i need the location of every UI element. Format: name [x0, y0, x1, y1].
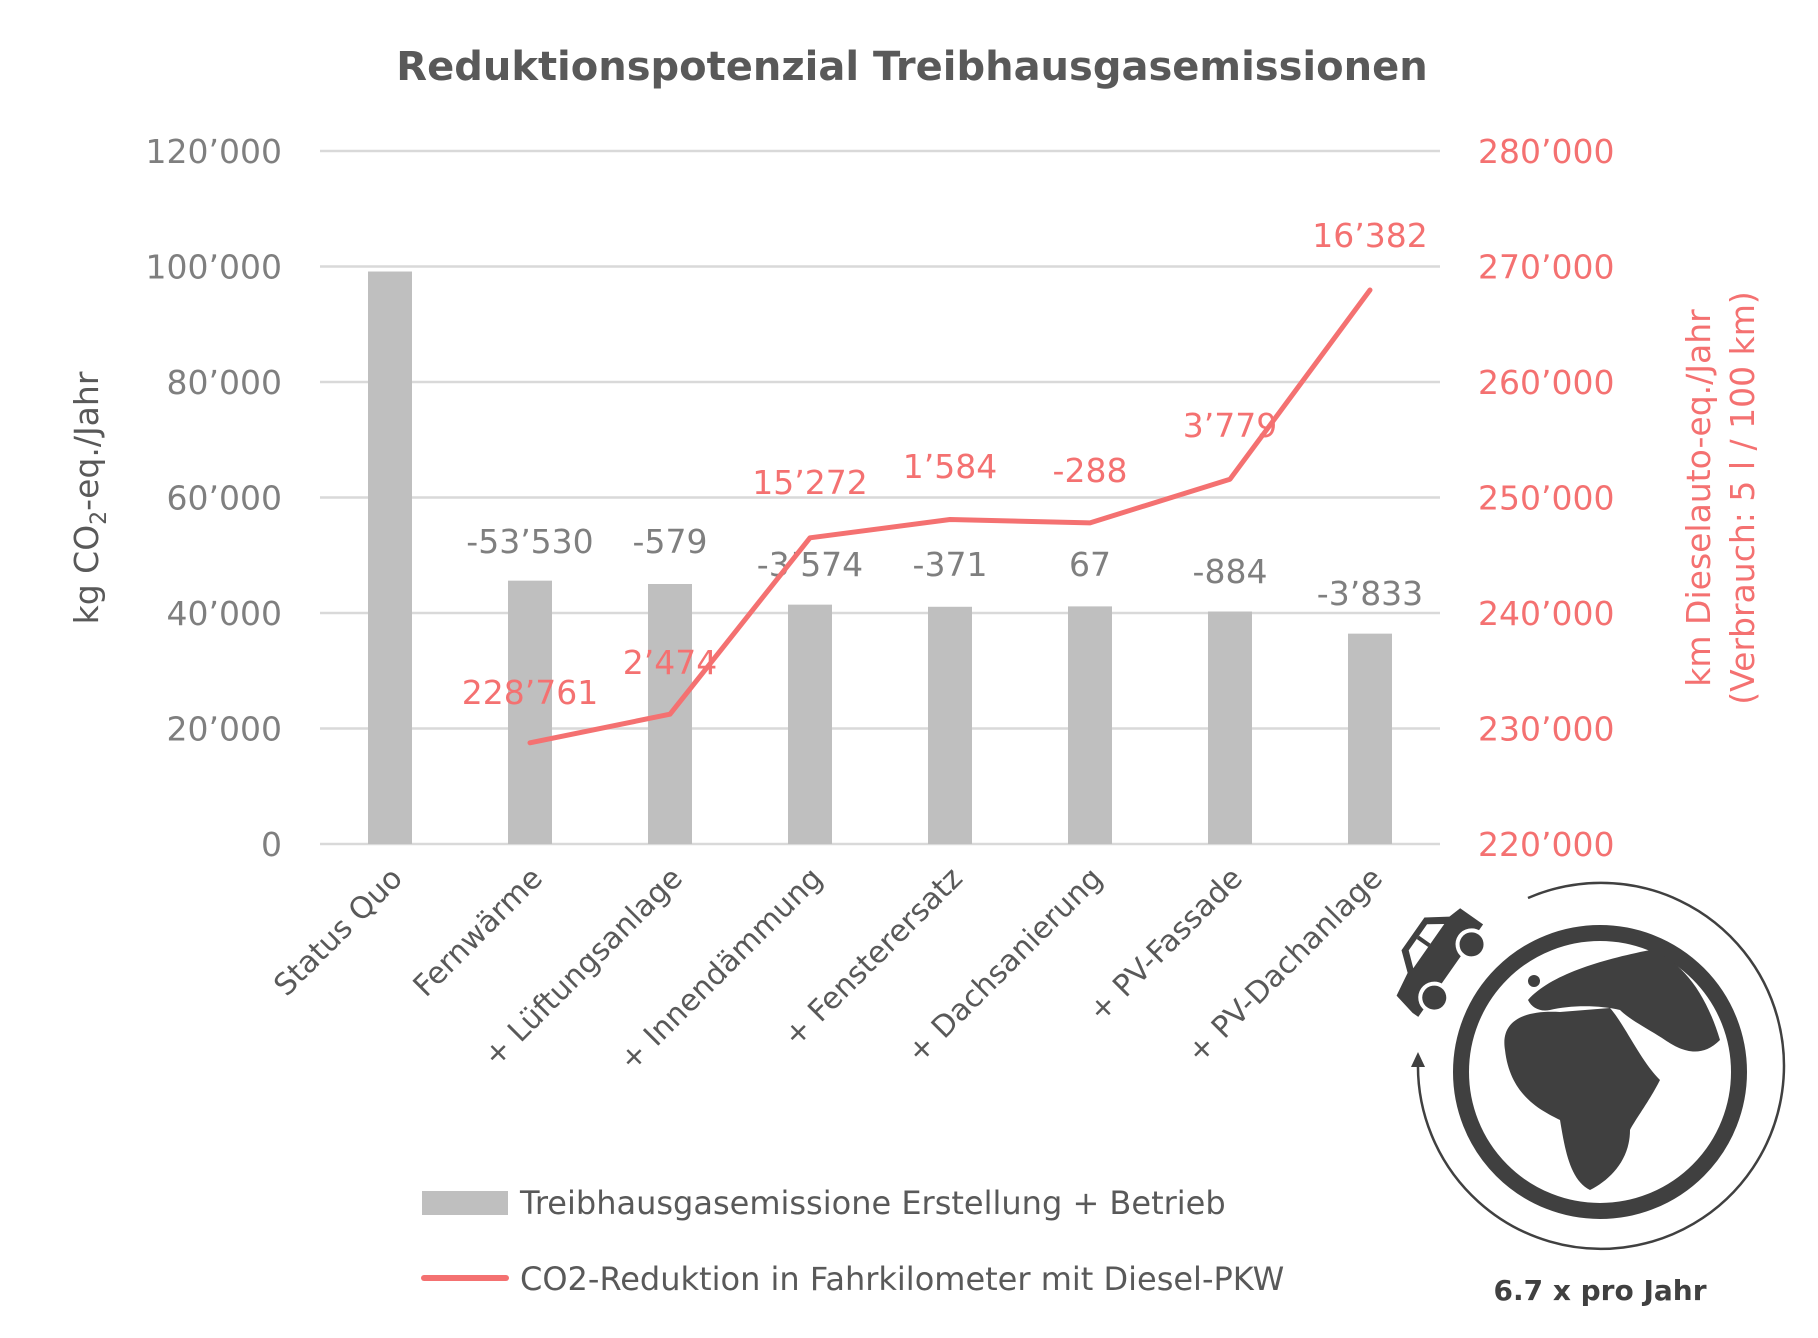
line-data-labels: 228’761 2’474 15’272 1’584 -288 3’779 16’382 — [462, 216, 1428, 712]
bar — [368, 271, 412, 844]
car-icon — [1396, 908, 1488, 1017]
line-data-label: 15’272 — [752, 463, 867, 502]
bar — [1068, 606, 1112, 844]
category-label: Fernwärme — [407, 861, 550, 1004]
legend-label-bar: Treibhausgasemissione Erstellung + Betri… — [519, 1184, 1226, 1222]
legend-swatch-bar — [422, 1191, 508, 1215]
bar-data-label: -53’530 — [466, 522, 593, 561]
infographic-caption: 6.7 x pro Jahr — [1493, 1274, 1706, 1307]
bar-series — [368, 271, 1392, 844]
line-series — [527, 287, 1373, 746]
left-tick-label: 40’000 — [167, 594, 282, 633]
globe-icon — [1453, 925, 1747, 1219]
left-tick-label: 100’000 — [146, 248, 282, 287]
bar-data-labels: -53’530 -579 -3’574 -371 67 -884 -3’833 — [466, 522, 1423, 613]
left-tick-label: 120’000 — [146, 132, 282, 171]
right-tick-label: 280’000 — [1478, 132, 1614, 171]
bar-data-label: 67 — [1069, 545, 1111, 584]
legend-label-line: CO2-Reduktion in Fahrkilometer mit Diese… — [520, 1260, 1284, 1298]
line-data-label: 2’474 — [623, 643, 717, 682]
right-tick-label: 250’000 — [1478, 479, 1614, 518]
line-data-label: 16’382 — [1312, 216, 1427, 255]
bar — [1348, 633, 1392, 844]
left-y-axis-title: kg CO2-eq./Jahr — [67, 371, 112, 624]
left-tick-label: 0 — [261, 825, 282, 864]
bar-data-label: -579 — [633, 522, 708, 561]
arrow-head-icon — [1411, 1052, 1425, 1067]
gridlines — [320, 149, 1440, 846]
right-tick-label: 230’000 — [1478, 710, 1614, 749]
circular-arrow-icon — [1416, 881, 1786, 1251]
right-y-axis-ticks: 220’000 230’000 240’000 250’000 260’000 270’0… — [1478, 132, 1614, 864]
right-y-axis-title: km Dieselauto-eq./Jahr (Verbrauch: 5 l /… — [1679, 291, 1762, 704]
bar — [788, 604, 832, 844]
line-data-label: 228’761 — [462, 673, 598, 712]
infographic: 6.7 x pro Jahr — [1396, 881, 1786, 1307]
bar-data-label: -3’833 — [1317, 574, 1423, 613]
left-tick-label: 60’000 — [167, 479, 282, 518]
right-tick-label: 220’000 — [1478, 825, 1614, 864]
left-tick-label: 20’000 — [167, 710, 282, 749]
category-label: Status Quo — [267, 861, 409, 1003]
right-tick-label: 260’000 — [1478, 363, 1614, 402]
bar — [508, 580, 552, 844]
chart-title: Reduktionspotenzial Treibhausgasemission… — [396, 44, 1427, 90]
bar-data-label: -884 — [1193, 552, 1268, 591]
bar — [928, 606, 972, 844]
right-tick-label: 240’000 — [1478, 594, 1614, 633]
left-y-axis-ticks: 0 20’000 40’000 60’000 80’000 100’000 120’000 — [146, 132, 282, 864]
bar-data-label: -371 — [913, 545, 988, 584]
line-data-label: -288 — [1053, 451, 1128, 490]
left-tick-label: 80’000 — [167, 363, 282, 402]
legend: Treibhausgasemissione Erstellung + Betri… — [421, 1184, 1284, 1298]
bar — [1208, 611, 1252, 844]
svg-text:km Dieselauto-eq./Jahr: km Dieselauto-eq./Jahr — [1679, 309, 1718, 687]
bar-data-label: -3’574 — [757, 545, 863, 584]
line-data-label: 1’584 — [903, 447, 997, 486]
right-tick-label: 270’000 — [1478, 248, 1614, 287]
line-data-label: 3’779 — [1183, 406, 1277, 445]
svg-text:(Verbrauch: 5 l / 100 km): (Verbrauch: 5 l / 100 km) — [1723, 291, 1762, 704]
